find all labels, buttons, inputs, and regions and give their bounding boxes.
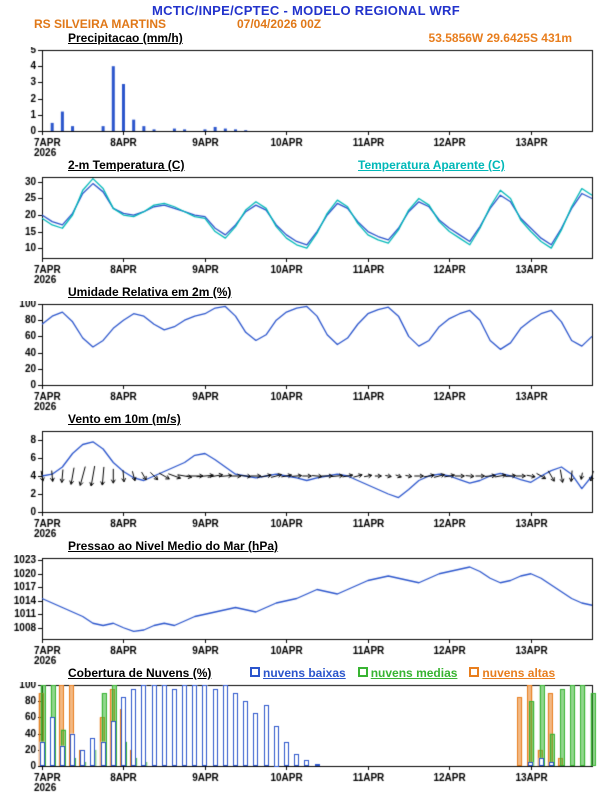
high-clouds-swatch-icon bbox=[469, 667, 480, 677]
clouds-legend: nuvens baixas nuvens medias nuvens altas bbox=[250, 666, 555, 680]
panel-clouds: Cobertura de Nuvens (%) nuvens baixas nu… bbox=[0, 665, 612, 792]
humidity-chart bbox=[0, 301, 612, 411]
apparent-temperature-label: Temperatura Aparente (C) bbox=[358, 158, 505, 172]
legend-item-low-clouds: nuvens baixas bbox=[250, 666, 346, 680]
humidity-title: Umidade Relativa em 2m (%) bbox=[68, 285, 232, 299]
temperature-chart bbox=[0, 174, 612, 284]
clouds-title: Cobertura de Nuvens (%) bbox=[68, 666, 212, 680]
pressure-chart bbox=[0, 555, 612, 665]
precipitation-title: Precipitacao (mm/h) bbox=[68, 31, 183, 45]
report-subheader: RS SILVEIRA MARTINS 07/04/2026 00Z bbox=[0, 17, 612, 31]
run-datetime: 07/04/2026 00Z bbox=[237, 17, 322, 31]
station-name: RS SILVEIRA MARTINS bbox=[34, 17, 167, 31]
panel-humidity: Umidade Relativa em 2m (%) bbox=[0, 284, 612, 411]
panel-pressure: Pressao ao Nivel Medio do Mar (hPa) bbox=[0, 538, 612, 665]
low-clouds-label: nuvens baixas bbox=[263, 666, 346, 680]
clouds-chart bbox=[0, 682, 612, 792]
wind-title-row: Vento em 10m (m/s) bbox=[0, 411, 612, 428]
pressure-title: Pressao ao Nivel Medio do Mar (hPa) bbox=[68, 539, 279, 553]
wind-title: Vento em 10m (m/s) bbox=[68, 412, 181, 426]
precipitation-title-row: Precipitacao (mm/h) 53.5856W 29.6425S 43… bbox=[0, 30, 612, 47]
clouds-title-row: Cobertura de Nuvens (%) nuvens baixas nu… bbox=[0, 665, 612, 682]
pressure-title-row: Pressao ao Nivel Medio do Mar (hPa) bbox=[0, 538, 612, 555]
wind-chart bbox=[0, 428, 612, 538]
low-clouds-swatch-icon bbox=[250, 667, 260, 677]
panel-temperature: 2-m Temperatura (C) Temperatura Aparente… bbox=[0, 157, 612, 284]
mid-clouds-swatch-icon bbox=[357, 667, 368, 677]
panel-precipitation: Precipitacao (mm/h) 53.5856W 29.6425S 43… bbox=[0, 30, 612, 157]
high-clouds-label: nuvens altas bbox=[482, 666, 556, 680]
temperature-title: 2-m Temperatura (C) bbox=[68, 158, 185, 172]
precipitation-chart bbox=[0, 47, 612, 157]
legend-item-high-clouds: nuvens altas bbox=[469, 666, 555, 680]
temperature-title-row: 2-m Temperatura (C) Temperatura Aparente… bbox=[0, 157, 612, 174]
legend-item-mid-clouds: nuvens medias bbox=[357, 666, 458, 680]
panel-wind: Vento em 10m (m/s) bbox=[0, 411, 612, 538]
humidity-title-row: Umidade Relativa em 2m (%) bbox=[0, 284, 612, 301]
station-coordinates: 53.5856W 29.6425S 431m bbox=[428, 31, 572, 45]
report-title: MCTIC/INPE/CPTEC - MODELO REGIONAL WRF bbox=[152, 3, 460, 18]
mid-clouds-label: nuvens medias bbox=[370, 666, 458, 680]
